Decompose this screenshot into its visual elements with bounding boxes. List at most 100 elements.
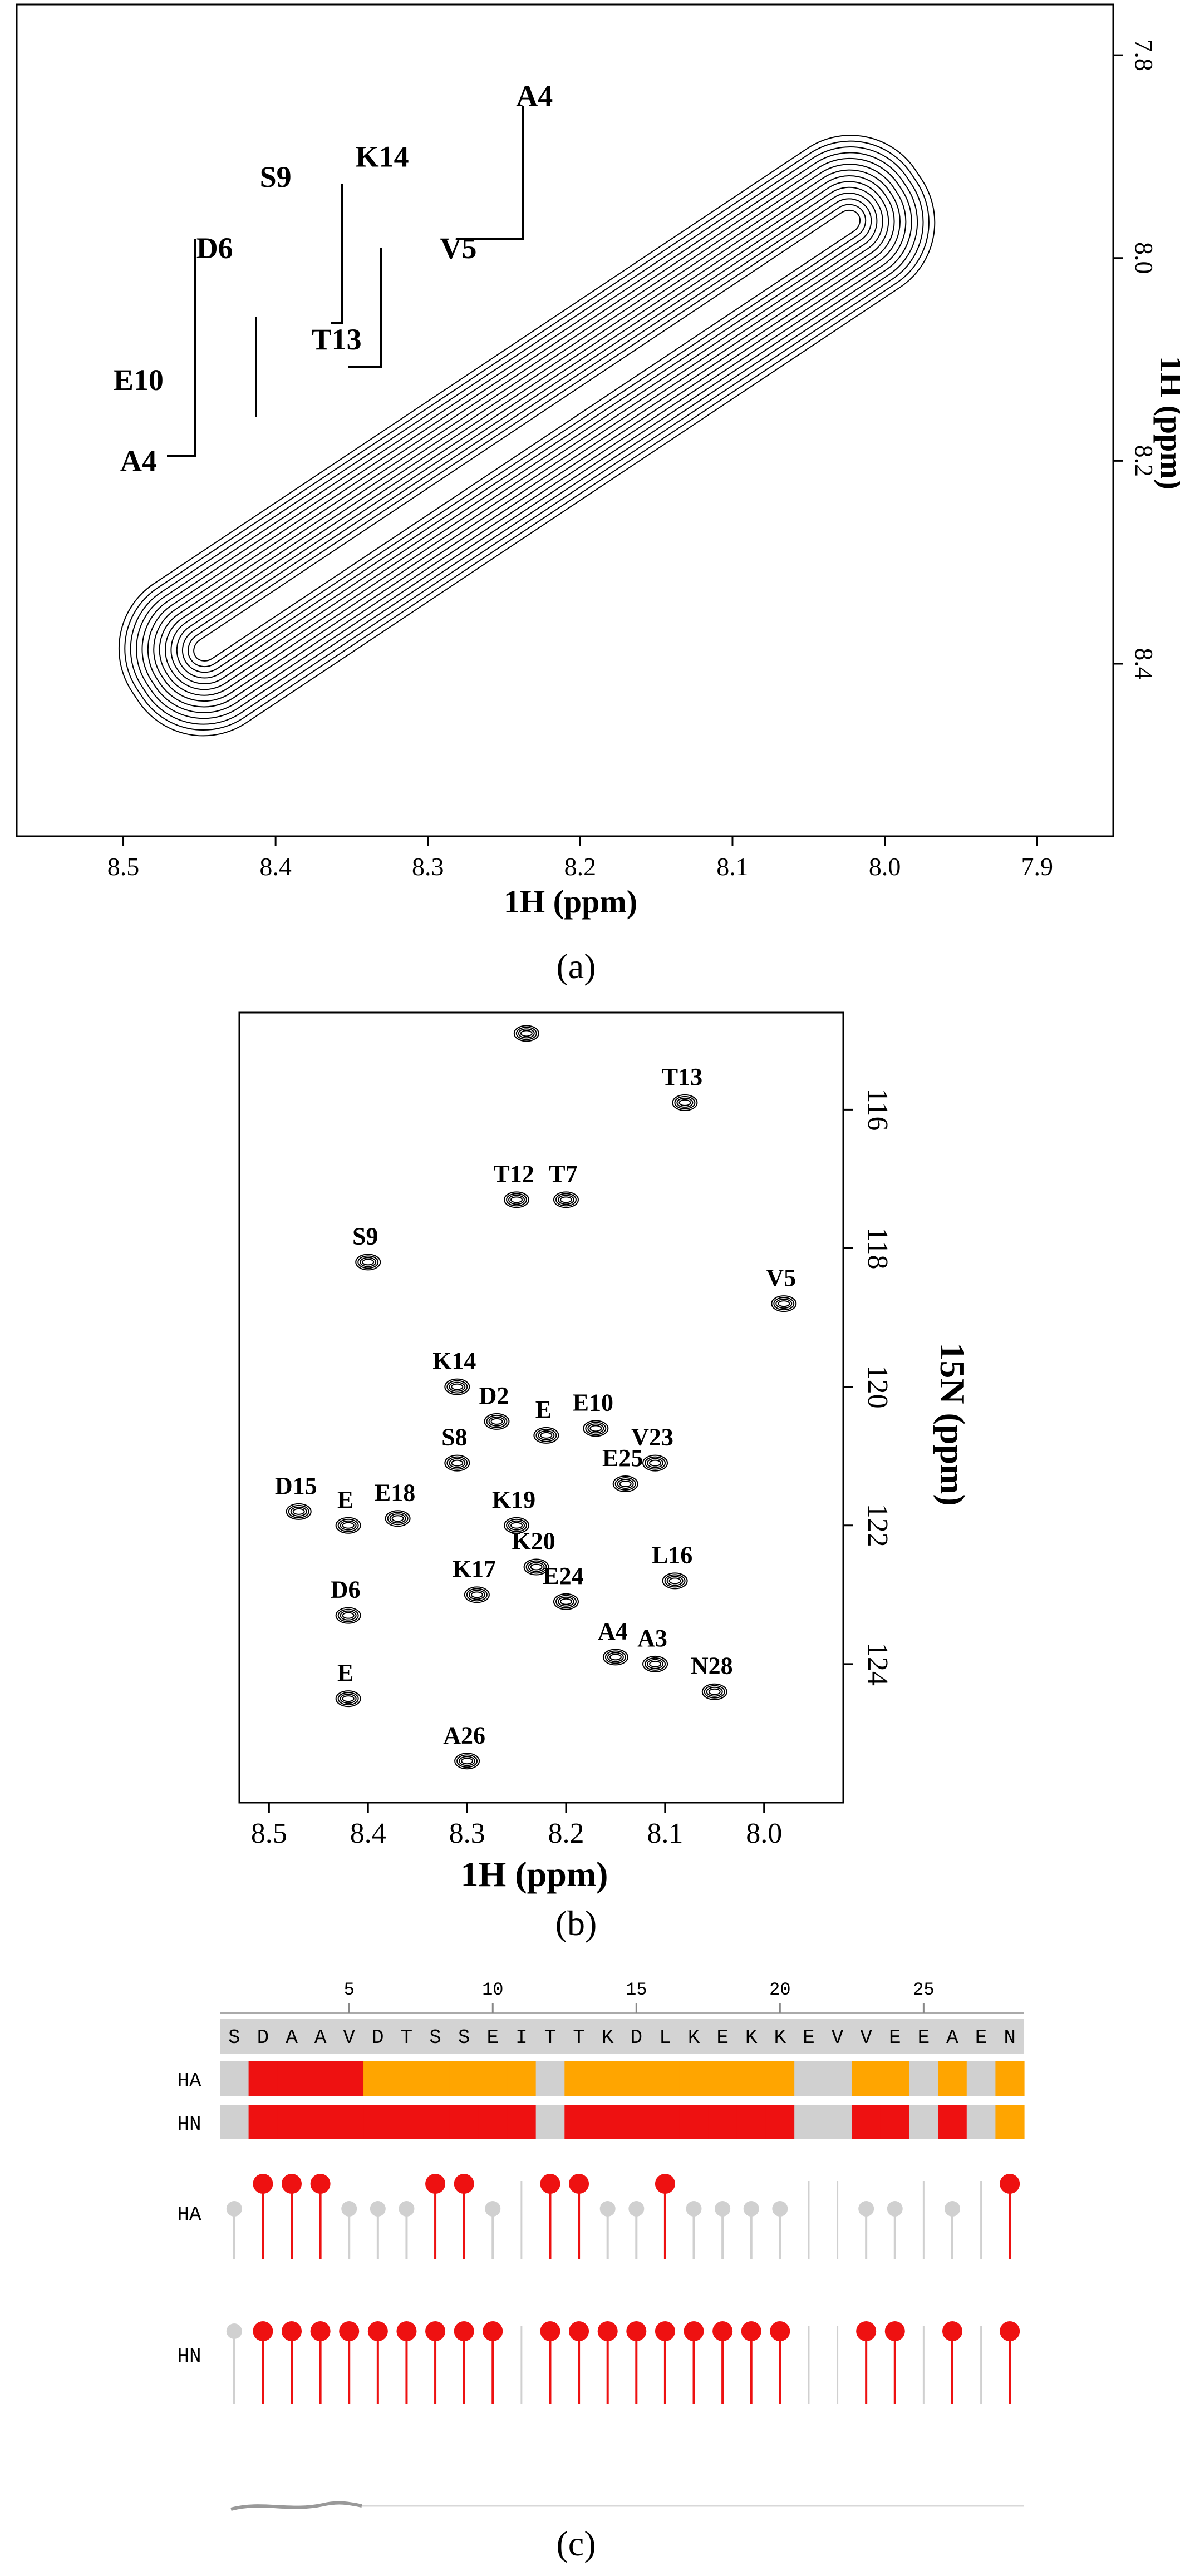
panel-c-hn-lollipop-head bbox=[569, 2321, 589, 2341]
panel-a-x-tick-label: 8.0 bbox=[869, 852, 901, 881]
panel-b-peak-contour bbox=[357, 1255, 379, 1269]
panel-b-peak-contour bbox=[446, 1456, 468, 1470]
panel-c-ha-bar-cell bbox=[220, 2061, 249, 2096]
panel-c-hn-lollipop-head bbox=[226, 2323, 242, 2339]
panel-b-peak-contour bbox=[389, 1513, 406, 1524]
panel-b-peak-contour bbox=[446, 1380, 468, 1394]
panel-b-peak-contour bbox=[508, 1520, 525, 1531]
panel-c-residue: S bbox=[458, 2026, 470, 2049]
panel-c-hn-lollipop-head bbox=[741, 2321, 761, 2341]
panel-b-peak-contour bbox=[647, 1458, 664, 1468]
panel-c-row-labels: HA HN HA HN bbox=[177, 2070, 201, 2368]
panel-c-residue: N bbox=[1004, 2026, 1016, 2049]
panel-b-peak-contour bbox=[585, 1422, 607, 1435]
panel-c-hn-lollipop-head bbox=[454, 2321, 474, 2341]
panel-b-peak-contour bbox=[337, 1608, 359, 1622]
panel-b-peak-contour bbox=[449, 1458, 466, 1468]
panel-b-peak-contour bbox=[490, 1418, 503, 1425]
panel-b-peak-contour bbox=[385, 1510, 411, 1527]
panel-a-y-tick-label: 8.2 bbox=[1130, 445, 1158, 477]
panel-b-peak-contour bbox=[444, 1454, 470, 1472]
panel-c-hn-bar-cell bbox=[909, 2105, 938, 2139]
panel-c-hn-bar-cell bbox=[852, 2105, 881, 2139]
panel-c-sequence-background bbox=[220, 2019, 1024, 2054]
panel-c-residue: K bbox=[688, 2026, 700, 2049]
panel-a-contour-ring bbox=[181, 198, 872, 673]
panel-b-peak-contour bbox=[484, 1413, 510, 1430]
panel-c-ha-bar-cell bbox=[995, 2061, 1025, 2096]
panel-b-peak-contour bbox=[387, 1512, 409, 1526]
panel-b-peak-contour bbox=[286, 1503, 312, 1520]
panel-b-peak-contour bbox=[515, 1027, 537, 1040]
panel-b-peak-contour bbox=[486, 1414, 508, 1428]
panel-c-ha-bar-cell bbox=[736, 2061, 766, 2096]
panel-c-ha-bar-cell bbox=[421, 2061, 450, 2096]
panel-b-peak-contour bbox=[533, 1427, 559, 1444]
panel-c-ha-bar-cell bbox=[449, 2061, 479, 2096]
panel-b-peak-contour bbox=[538, 1430, 555, 1440]
panel-b-peak-contour bbox=[583, 1420, 609, 1437]
panel-b-peak-contour bbox=[518, 1028, 535, 1039]
panel-a-y-axis-label: 1H (ppm) bbox=[1153, 356, 1180, 490]
panel-b-peak-contour bbox=[619, 1481, 632, 1488]
panel-b-peak-contour bbox=[456, 1754, 478, 1768]
panel-b-peak-contour bbox=[649, 1660, 662, 1667]
panel-b-y-tick-label: 116 bbox=[862, 1088, 893, 1131]
panel-b-peak-contour bbox=[342, 1695, 355, 1702]
panel-b-peak-contour bbox=[459, 1756, 476, 1766]
panel-c-row-label: HN bbox=[177, 2113, 201, 2136]
panel-b-peak-label: E10 bbox=[573, 1389, 613, 1416]
panel-c-ha-lollipop-head bbox=[858, 2201, 874, 2217]
panel-c-ha-bar-cell bbox=[535, 2061, 565, 2096]
panel-b-peak-contour bbox=[391, 1515, 404, 1522]
panel-b-peak-label: E bbox=[337, 1659, 353, 1686]
panel-c-ha-lollipop-head bbox=[1000, 2174, 1020, 2194]
panel-c-ha-bar-cell bbox=[708, 2061, 738, 2096]
panel-c-residue: D bbox=[257, 2026, 269, 2049]
panel-a-x-tick-label: 8.5 bbox=[107, 852, 140, 881]
panel-a-leader-line bbox=[348, 248, 382, 368]
panel-c-hn-bar-cell bbox=[823, 2105, 852, 2139]
panel-b-peak-contour bbox=[335, 1517, 361, 1534]
panel-a-frame bbox=[16, 3, 1114, 837]
panel-b-peak-label: E25 bbox=[602, 1444, 643, 1472]
panel-c-ruler-label: 10 bbox=[482, 1980, 503, 2000]
panel-b-peak-contour bbox=[555, 1193, 577, 1207]
panel-b-peak-contour bbox=[523, 1558, 549, 1576]
panel-b-peak-contour bbox=[464, 1586, 490, 1603]
panel-c-hn-lollipop-head bbox=[856, 2321, 877, 2341]
panel-b-peak-contour bbox=[535, 1428, 557, 1442]
panel-c-hn-bar-cell bbox=[651, 2105, 680, 2139]
panel-b-peak-contour bbox=[461, 1758, 474, 1765]
panel-b-peak-contour bbox=[771, 1295, 797, 1312]
panel-a-contour-ring bbox=[130, 146, 924, 725]
panel-b-peak-contour bbox=[589, 1425, 602, 1432]
panel-b-peak-contour bbox=[290, 1506, 307, 1517]
panel-b-peak-contour bbox=[468, 1590, 485, 1600]
panel-a-contour-ring bbox=[136, 152, 918, 719]
panel-a-contour-ring bbox=[176, 193, 878, 679]
panel-c-residue: K bbox=[602, 2026, 614, 2049]
panel-a-y-ticks: 7.8 8.0 8.2 8.4 bbox=[1113, 39, 1158, 680]
panel-a-tocsy-spectrum: 8.5 8.4 8.3 8.2 8.1 8.0 7.9 7.8 8.0 8.2 8.4 A4 V5 K… bbox=[16, 3, 1180, 920]
panel-b-peak-contour bbox=[773, 1297, 795, 1311]
panel-c-hn-lollipop-head bbox=[712, 2321, 733, 2341]
panel-c-ha-bar-cell bbox=[651, 2061, 680, 2096]
panel-c-ha-bar-cell bbox=[622, 2061, 651, 2096]
panel-b-peak-label: E bbox=[535, 1396, 552, 1423]
panel-a-contour-ring bbox=[153, 169, 901, 702]
panel-b-peak-contour bbox=[555, 1595, 577, 1608]
panel-b-peak-label: T13 bbox=[662, 1063, 702, 1090]
panel-b-peak-label: V23 bbox=[631, 1424, 673, 1451]
panel-c-hn-lollipop-head bbox=[597, 2321, 618, 2341]
panel-c-hn-lollipop-head bbox=[396, 2321, 417, 2341]
panel-c-hn-bar-cell bbox=[622, 2105, 651, 2139]
panel-b-frame bbox=[238, 1011, 844, 1804]
panel-c-residue: V bbox=[860, 2026, 872, 2049]
panel-b-y-axis-label: 15N (ppm) bbox=[933, 1343, 972, 1506]
panel-b-peak-contour bbox=[664, 1574, 686, 1588]
panel-b-peak-contour bbox=[614, 1477, 636, 1491]
panel-b-peak-contour bbox=[449, 1381, 466, 1392]
